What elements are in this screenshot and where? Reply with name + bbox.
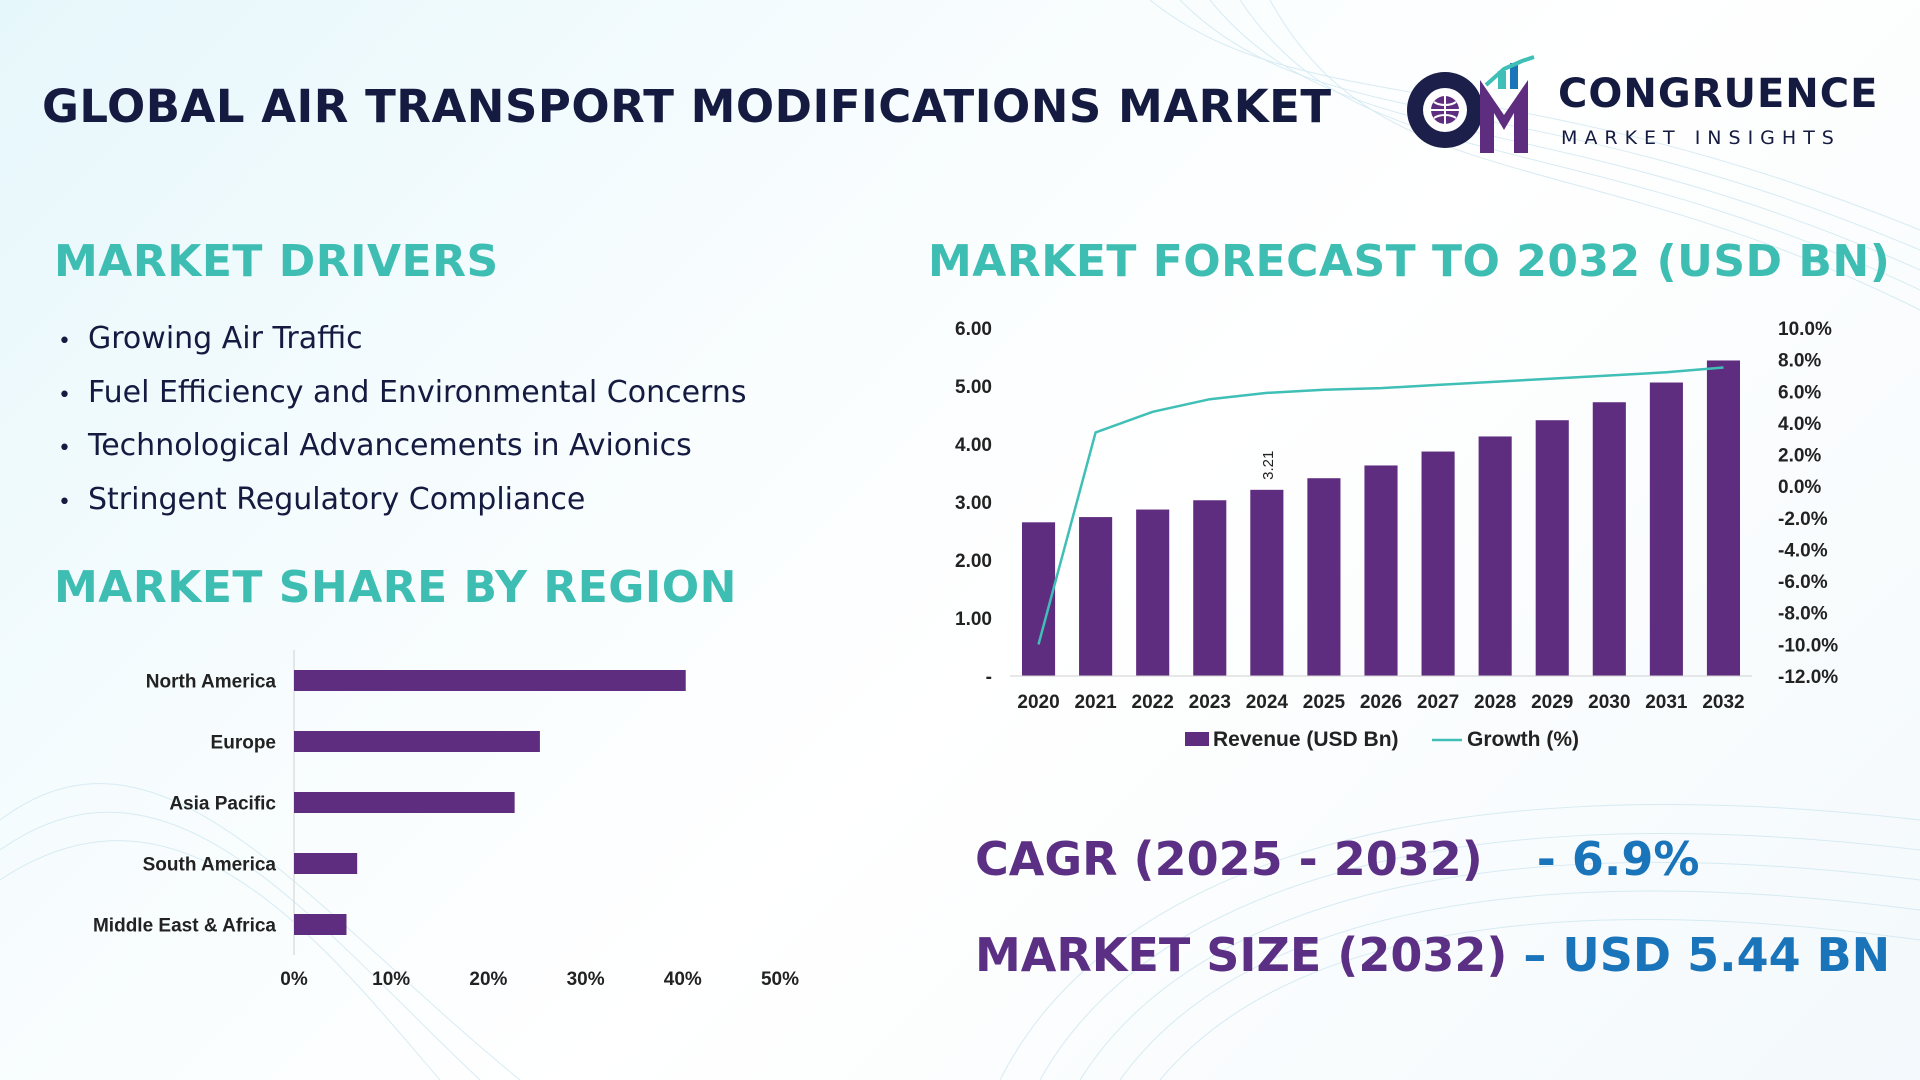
x-tick-label: 50% <box>761 969 799 990</box>
bar <box>294 792 515 813</box>
y-tick-label: 4.00 <box>955 435 992 456</box>
y2-tick-label: 0.0% <box>1778 477 1821 498</box>
legend-growth-label: Growth (%) <box>1467 728 1579 751</box>
market-size-kpi: MARKET SIZE (2032) – USD 5.44 BN <box>975 928 1890 982</box>
y-tick-label: 5.00 <box>955 377 992 398</box>
x-tick-label: 2024 <box>1246 692 1289 713</box>
y-tick-label: 1.00 <box>955 609 992 630</box>
category-label: North America <box>146 672 277 693</box>
drivers-heading: MARKET DRIVERS <box>54 236 499 287</box>
x-tick-label: 2021 <box>1074 692 1117 713</box>
x-tick-label: 2032 <box>1702 692 1744 713</box>
drivers-list: • Growing Air Traffic • Fuel Efficiency an… <box>58 312 747 526</box>
y-tick-label: 6.00 <box>955 319 992 340</box>
legend-revenue-label: Revenue (USD Bn) <box>1213 728 1399 751</box>
category-label: Middle East & Africa <box>93 916 276 937</box>
revenue-bar <box>1364 465 1398 676</box>
x-tick-label: 2022 <box>1132 692 1174 713</box>
cagr-label: CAGR (2025 - 2032) <box>975 832 1483 886</box>
y-tick-label: 2.00 <box>955 551 992 572</box>
y2-tick-label: -6.0% <box>1778 572 1828 593</box>
y2-tick-label: -12.0% <box>1778 667 1838 688</box>
legend-revenue-swatch <box>1185 732 1209 746</box>
bar <box>294 914 347 935</box>
revenue-bar <box>1592 402 1626 676</box>
x-tick-label: 2030 <box>1588 692 1630 713</box>
x-tick-label: 2025 <box>1303 692 1346 713</box>
y2-tick-label: 6.0% <box>1778 382 1821 403</box>
category-label: Asia Pacific <box>169 794 276 815</box>
revenue-bar <box>1136 509 1170 676</box>
x-tick-label: 10% <box>372 969 410 990</box>
market-size-value: – USD 5.44 BN <box>1523 928 1891 982</box>
logo-tagline: MARKET INSIGHTS <box>1561 127 1841 149</box>
bullet-icon: • <box>58 436 71 461</box>
category-label: Europe <box>211 733 276 754</box>
region-heading: MARKET SHARE BY REGION <box>54 562 737 613</box>
y-tick-label: 3.00 <box>955 493 992 514</box>
revenue-bar <box>1706 360 1741 676</box>
revenue-bar <box>1478 436 1512 676</box>
logo-name: CONGRUENCE <box>1558 71 1879 117</box>
x-tick-label: 2029 <box>1531 692 1573 713</box>
bullet-icon: • <box>58 382 71 408</box>
y2-tick-label: 8.0% <box>1778 351 1821 372</box>
driver-label: Fuel Efficiency and Environmental Concer… <box>88 374 747 410</box>
bullet-icon: • <box>58 329 71 354</box>
category-label: South America <box>143 855 277 876</box>
forecast-chart: - 1.00 2.00 3.00 4.00 5.00 6.00 -12.0% -10.0% -8.… <box>955 319 1838 751</box>
x-tick-label: 2026 <box>1360 692 1402 713</box>
driver-label: Growing Air Traffic <box>88 321 363 356</box>
logo: CONGRUENCE MARKET INSIGHTS <box>1400 55 1880 160</box>
list-item: • Fuel Efficiency and Environmental Conce… <box>58 366 747 420</box>
bar <box>294 670 686 691</box>
market-size-label: MARKET SIZE (2032) <box>975 928 1508 982</box>
revenue-bar <box>1250 489 1284 676</box>
x-tick-label: 2027 <box>1417 692 1459 713</box>
revenue-bar <box>1193 500 1227 676</box>
x-tick-label: 30% <box>567 969 605 990</box>
x-tick-label: 40% <box>664 969 702 990</box>
driver-label: Technological Advancements in Avionics <box>88 428 692 463</box>
x-tick-label: 2031 <box>1645 692 1688 713</box>
bar <box>294 853 358 874</box>
x-tick-label: 2028 <box>1474 692 1516 713</box>
list-item: • Growing Air Traffic <box>58 312 747 366</box>
y2-tick-label: 2.0% <box>1778 446 1821 467</box>
region-share-chart: North America Europe Asia Pacific South Ame… <box>93 650 799 990</box>
y-tick-label: - <box>986 667 992 688</box>
forecast-heading: MARKET FORECAST TO 2032 (USD BN) <box>928 236 1891 287</box>
logo-mark-icon <box>1407 55 1535 153</box>
revenue-bar <box>1079 517 1113 676</box>
y2-tick-label: -2.0% <box>1778 509 1828 530</box>
revenue-bar <box>1307 478 1341 676</box>
y2-tick-label: 4.0% <box>1778 414 1821 435</box>
cagr-kpi: CAGR (2025 - 2032) - 6.9% <box>975 832 1699 886</box>
revenue-bar <box>1535 420 1569 676</box>
y2-tick-label: 10.0% <box>1778 319 1832 340</box>
page-title: GLOBAL AIR TRANSPORT MODIFICATIONS MARKE… <box>42 80 1332 133</box>
x-tick-label: 2020 <box>1017 692 1059 713</box>
list-item: • Technological Advancements in Avionics <box>58 419 747 473</box>
revenue-bar <box>1421 451 1455 676</box>
y2-tick-label: -4.0% <box>1778 540 1828 561</box>
driver-label: Stringent Regulatory Compliance <box>88 481 586 517</box>
y2-tick-label: -10.0% <box>1778 635 1838 656</box>
bar <box>294 731 540 752</box>
growth-line <box>1037 366 1724 645</box>
y2-tick-label: -8.0% <box>1778 604 1828 625</box>
list-item: • Stringent Regulatory Compliance <box>58 473 747 527</box>
cagr-value: - 6.9% <box>1536 832 1700 886</box>
bullet-icon: • <box>58 489 71 515</box>
x-tick-label: 20% <box>469 969 507 990</box>
x-tick-label: 2023 <box>1189 692 1231 713</box>
revenue-bar <box>1649 382 1683 676</box>
x-tick-label: 0% <box>280 969 308 990</box>
data-label: 3.21 <box>1260 451 1277 480</box>
